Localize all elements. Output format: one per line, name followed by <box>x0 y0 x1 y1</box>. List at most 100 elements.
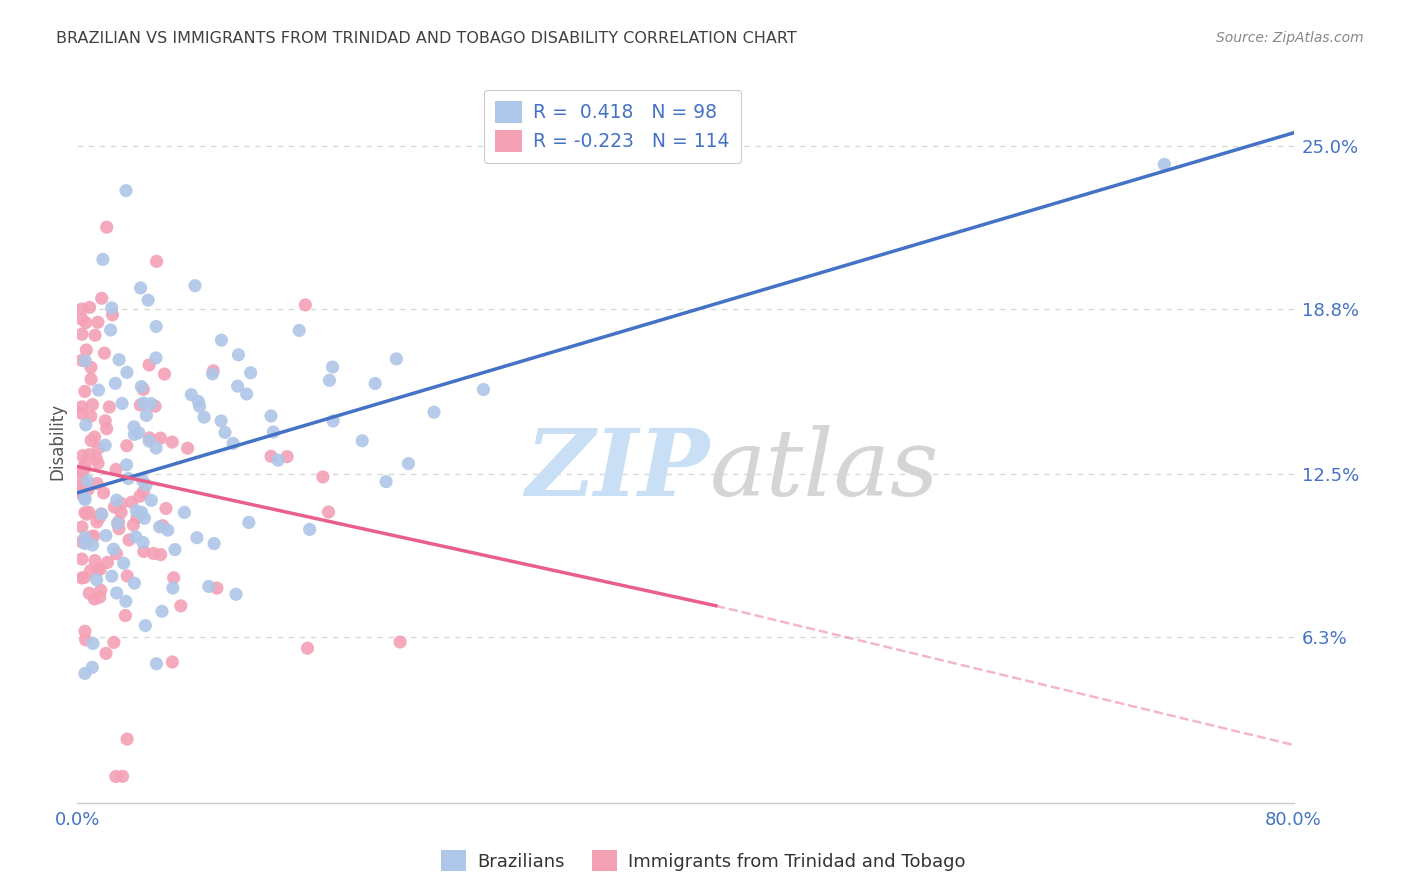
Point <box>142 546 165 560</box>
Point <box>80 409 103 424</box>
Point <box>132 544 155 558</box>
Point <box>70 400 93 414</box>
Point <box>96 422 118 436</box>
Point <box>198 579 221 593</box>
Point <box>318 373 340 387</box>
Point <box>180 387 202 401</box>
Point <box>84 553 107 567</box>
Point <box>87 562 110 576</box>
Point <box>87 315 110 329</box>
Point <box>322 414 344 428</box>
Point <box>149 520 172 534</box>
Point <box>115 439 138 453</box>
Point <box>73 531 96 545</box>
Legend: R =  0.418   N = 98, R = -0.223   N = 114: R = 0.418 N = 98, R = -0.223 N = 114 <box>484 90 741 163</box>
Point <box>70 571 93 585</box>
Point <box>138 434 160 449</box>
Point <box>87 441 110 455</box>
Point <box>138 358 160 372</box>
Point <box>115 569 138 583</box>
Point <box>239 366 262 380</box>
Point <box>228 348 250 362</box>
Point <box>297 641 319 656</box>
Point <box>115 184 138 198</box>
Point <box>73 536 96 550</box>
Point <box>162 581 184 595</box>
Point <box>143 399 166 413</box>
Point <box>352 434 374 448</box>
Point <box>238 516 260 530</box>
Point <box>209 333 232 347</box>
Point <box>134 618 156 632</box>
Point <box>80 360 103 375</box>
Point <box>70 552 93 566</box>
Point <box>90 507 112 521</box>
Point <box>70 407 93 421</box>
Point <box>76 533 98 548</box>
Point <box>73 491 96 505</box>
Text: ZIP: ZIP <box>526 425 710 516</box>
Point <box>312 470 335 484</box>
Point <box>132 382 155 396</box>
Point <box>150 604 173 618</box>
Point <box>115 365 138 379</box>
Point <box>149 548 172 562</box>
Point <box>115 732 138 747</box>
Point <box>83 430 105 444</box>
Point <box>94 646 117 660</box>
Point <box>86 476 108 491</box>
Point <box>129 398 152 412</box>
Point <box>77 586 100 600</box>
Point <box>176 442 198 456</box>
Point <box>322 359 344 374</box>
Text: atlas: atlas <box>710 425 939 516</box>
Point <box>79 564 101 578</box>
Point <box>104 770 127 784</box>
Point <box>235 387 257 401</box>
Point <box>73 666 96 681</box>
Legend: Brazilians, Immigrants from Trinidad and Tobago: Brazilians, Immigrants from Trinidad and… <box>433 843 973 879</box>
Point <box>112 556 135 570</box>
Point <box>80 372 103 386</box>
Point <box>73 457 96 471</box>
Point <box>117 472 139 486</box>
Point <box>1153 157 1175 171</box>
Point <box>84 328 107 343</box>
Point <box>124 427 146 442</box>
Point <box>89 590 111 604</box>
Point <box>76 474 98 488</box>
Point <box>94 414 117 428</box>
Point <box>111 769 134 783</box>
Point <box>75 343 97 357</box>
Point <box>125 530 148 544</box>
Point <box>82 398 104 412</box>
Point <box>201 367 224 381</box>
Point <box>83 529 105 543</box>
Point <box>104 376 127 391</box>
Point <box>110 505 132 519</box>
Point <box>105 547 128 561</box>
Point <box>105 493 128 508</box>
Point <box>276 450 298 464</box>
Point <box>160 435 183 450</box>
Point <box>262 425 284 439</box>
Point <box>93 346 115 360</box>
Point <box>70 479 93 493</box>
Point <box>145 441 167 455</box>
Point <box>115 458 138 472</box>
Point <box>202 536 225 550</box>
Point <box>111 396 134 410</box>
Point <box>87 456 110 470</box>
Point <box>132 535 155 549</box>
Point <box>77 505 100 519</box>
Point <box>132 396 155 410</box>
Point <box>70 353 93 368</box>
Point <box>209 414 232 428</box>
Point <box>75 354 97 368</box>
Point <box>128 489 150 503</box>
Point <box>82 538 104 552</box>
Point <box>288 323 311 337</box>
Point <box>73 384 96 399</box>
Point <box>135 478 157 492</box>
Point <box>225 587 247 601</box>
